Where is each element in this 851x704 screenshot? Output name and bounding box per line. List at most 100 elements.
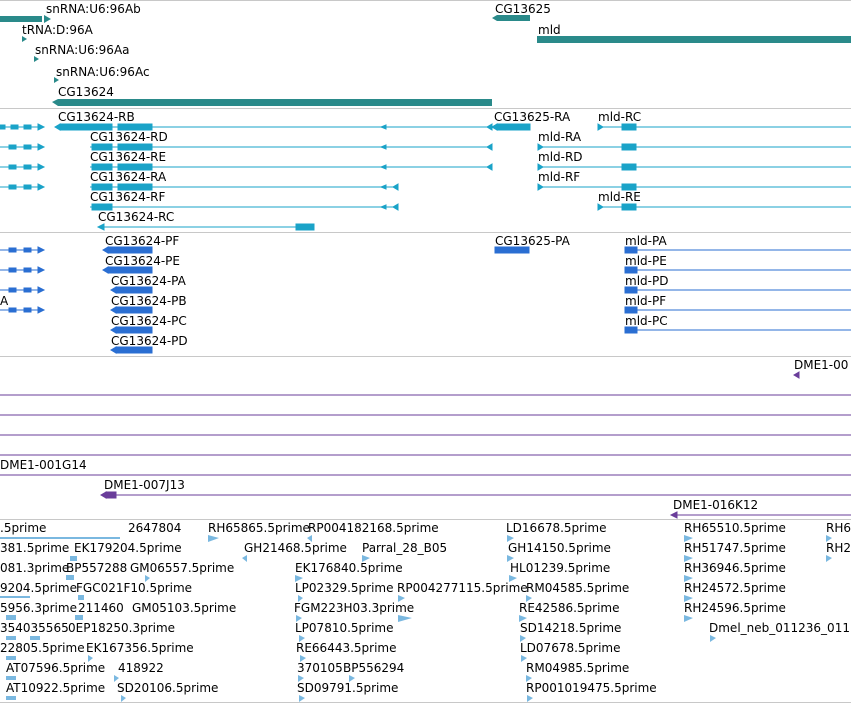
est-label[interactable]: SD09791.5prime [297, 681, 399, 695]
transcript-label[interactable]: CG13625-RA [494, 110, 571, 124]
est-label[interactable]: RE42586.5prime [519, 601, 620, 615]
est-label[interactable]: 2647804 [128, 521, 182, 535]
est-label[interactable]: RH2 [826, 541, 851, 555]
est-label[interactable]: RH65865.5prime [208, 521, 310, 535]
est-label[interactable]: RH24572.5prime [684, 581, 786, 595]
protein-label[interactable]: CG13624-PD [111, 334, 188, 348]
est-label[interactable]: RP004277115.5prime [397, 581, 528, 595]
est-label[interactable]: 9204.5prime [0, 581, 77, 595]
est-label[interactable]: Parral_28_B05 [362, 541, 448, 555]
transcript-label[interactable]: CG13624-RF [90, 190, 166, 204]
protein-track-glyphs [0, 246, 851, 354]
gene-arrow-snrna-u6-96ab[interactable] [44, 15, 51, 23]
clone-label[interactable]: DME1-001G14 [0, 458, 87, 472]
gene-arrow-trna-d-96a[interactable] [22, 36, 27, 42]
est-label[interactable]: EK167356.5prime [86, 641, 194, 655]
est-label[interactable]: .5prime [0, 521, 47, 535]
est-label[interactable]: LD07678.5prime [520, 641, 621, 655]
gene-arrow-cg13625[interactable] [492, 15, 497, 21]
transcript-label[interactable]: mld-RC [598, 110, 642, 124]
protein-label[interactable]: CG13625-PA [495, 234, 570, 248]
gene-arrow-cg13624[interactable] [52, 99, 58, 106]
gene-label[interactable]: mld [538, 23, 561, 37]
est-label[interactable]: 0EP18250.3prime [68, 621, 176, 635]
est-label[interactable]: GM05103.5prime [132, 601, 237, 615]
transcript-label[interactable]: CG13624-RA [90, 170, 167, 184]
est-label[interactable]: RH24596.5prime [684, 601, 786, 615]
est-label[interactable]: RH36946.5prime [684, 561, 786, 575]
est-label[interactable]: AT07596.5prime [6, 661, 106, 675]
track-separator [0, 702, 851, 703]
est-label[interactable]: 081.3prime [0, 561, 70, 575]
gene-label[interactable]: snRNA:U6:96Aa [35, 43, 130, 57]
protein-label[interactable]: CG13624-PC [111, 314, 187, 328]
est-label[interactable]: GH21468.5prime [244, 541, 347, 555]
gene-arrow-snrna-u6-96aa[interactable] [34, 56, 39, 62]
est-label[interactable]: EK176840.5prime [295, 561, 403, 575]
est-label[interactable]: RM04985.5prime [526, 661, 630, 675]
est-label[interactable]: 418922 [118, 661, 164, 675]
transcript-label[interactable]: mld-RD [538, 150, 583, 164]
est-label[interactable]: 5956.3prime [0, 601, 77, 615]
protein-label[interactable]: CG13624-PB [111, 294, 187, 308]
est-label[interactable]: BP556294 [343, 661, 405, 675]
est-label[interactable]: GH14150.5prime [508, 541, 611, 555]
transcript-label[interactable]: mld-RA [538, 130, 582, 144]
est-label[interactable]: SD20106.5prime [117, 681, 219, 695]
gene-label[interactable]: CG13625 [495, 2, 551, 16]
est-label[interactable]: FGM223H03.3prime [294, 601, 415, 615]
protein-label[interactable]: mld-PE [625, 254, 667, 268]
protein-label[interactable]: mld-PC [625, 314, 668, 328]
transcript-label[interactable]: CG13624-RB [58, 110, 135, 124]
protein-label[interactable]: CG13624-PE [105, 254, 180, 268]
est-label[interactable]: 381.5prime [0, 541, 70, 555]
est-label[interactable]: 22805.5prime [0, 641, 85, 655]
gene-bar-snrna-u6-96ab[interactable] [0, 16, 42, 22]
gene-bar-cg13625[interactable] [497, 15, 530, 21]
clone-label[interactable]: DME1-00 [794, 358, 849, 372]
gene-arrow-snrna-u6-96ac[interactable] [54, 77, 59, 83]
est-label[interactable]: RP001019475.5prime [526, 681, 657, 695]
est-label[interactable]: 354035565 [0, 621, 69, 635]
transcript-track-glyphs [0, 123, 851, 231]
est-label[interactable]: RM04585.5prime [526, 581, 630, 595]
transcript-label[interactable]: CG13624-RD [90, 130, 168, 144]
protein-label[interactable]: CG13624-PF [105, 234, 180, 248]
transcript-label[interactable]: CG13624-RE [90, 150, 167, 164]
est-label[interactable]: BP557288 [66, 561, 128, 575]
est-label[interactable]: LP02329.5prime [295, 581, 394, 595]
est-label[interactable]: EK179204.5prime [74, 541, 182, 555]
est-label[interactable]: RH6 [826, 521, 851, 535]
gene-label[interactable]: tRNA:D:96A [22, 23, 93, 37]
transcript-label[interactable]: CG13624-RC [98, 210, 175, 224]
est-label[interactable]: 211460 [78, 601, 124, 615]
gene-label[interactable]: snRNA:U6:96Ab [46, 2, 141, 16]
est-label[interactable]: LD16678.5prime [506, 521, 607, 535]
track-separator [0, 108, 851, 109]
est-label[interactable]: RH65510.5prime [684, 521, 786, 535]
est-label[interactable]: AT10922.5prime [6, 681, 106, 695]
gene-bar-cg13624[interactable] [58, 99, 492, 106]
est-label[interactable]: LP07810.5prime [295, 621, 394, 635]
protein-label[interactable]: mld-PD [625, 274, 669, 288]
est-label[interactable]: RE66443.5prime [296, 641, 397, 655]
est-label[interactable]: HL01239.5prime [510, 561, 611, 575]
protein-label[interactable]: mld-PA [625, 234, 667, 248]
gene-label[interactable]: snRNA:U6:96Ac [56, 65, 150, 79]
transcript-label[interactable]: mld-RF [538, 170, 581, 184]
est-label[interactable]: SD14218.5prime [520, 621, 622, 635]
clone-label[interactable]: DME1-007J13 [104, 478, 185, 492]
transcript-label[interactable]: mld-RE [598, 190, 641, 204]
est-label[interactable]: Dmel_neb_011236_011 [709, 621, 850, 635]
gene-label[interactable]: CG13624 [58, 85, 114, 99]
est-label[interactable]: FGC021F10.5prime [76, 581, 193, 595]
protein-label[interactable]: CG13624-PA [111, 274, 186, 288]
protein-label[interactable]: mld-PF [625, 294, 667, 308]
est-label[interactable]: 370105 [297, 661, 343, 675]
est-label[interactable]: RH51747.5prime [684, 541, 786, 555]
protein-label[interactable]: A [0, 294, 9, 308]
gene-bar-mld[interactable] [537, 36, 851, 43]
clone-label[interactable]: DME1-016K12 [673, 498, 759, 512]
est-label[interactable]: RP004182168.5prime [308, 521, 439, 535]
est-label[interactable]: GM06557.5prime [130, 561, 235, 575]
